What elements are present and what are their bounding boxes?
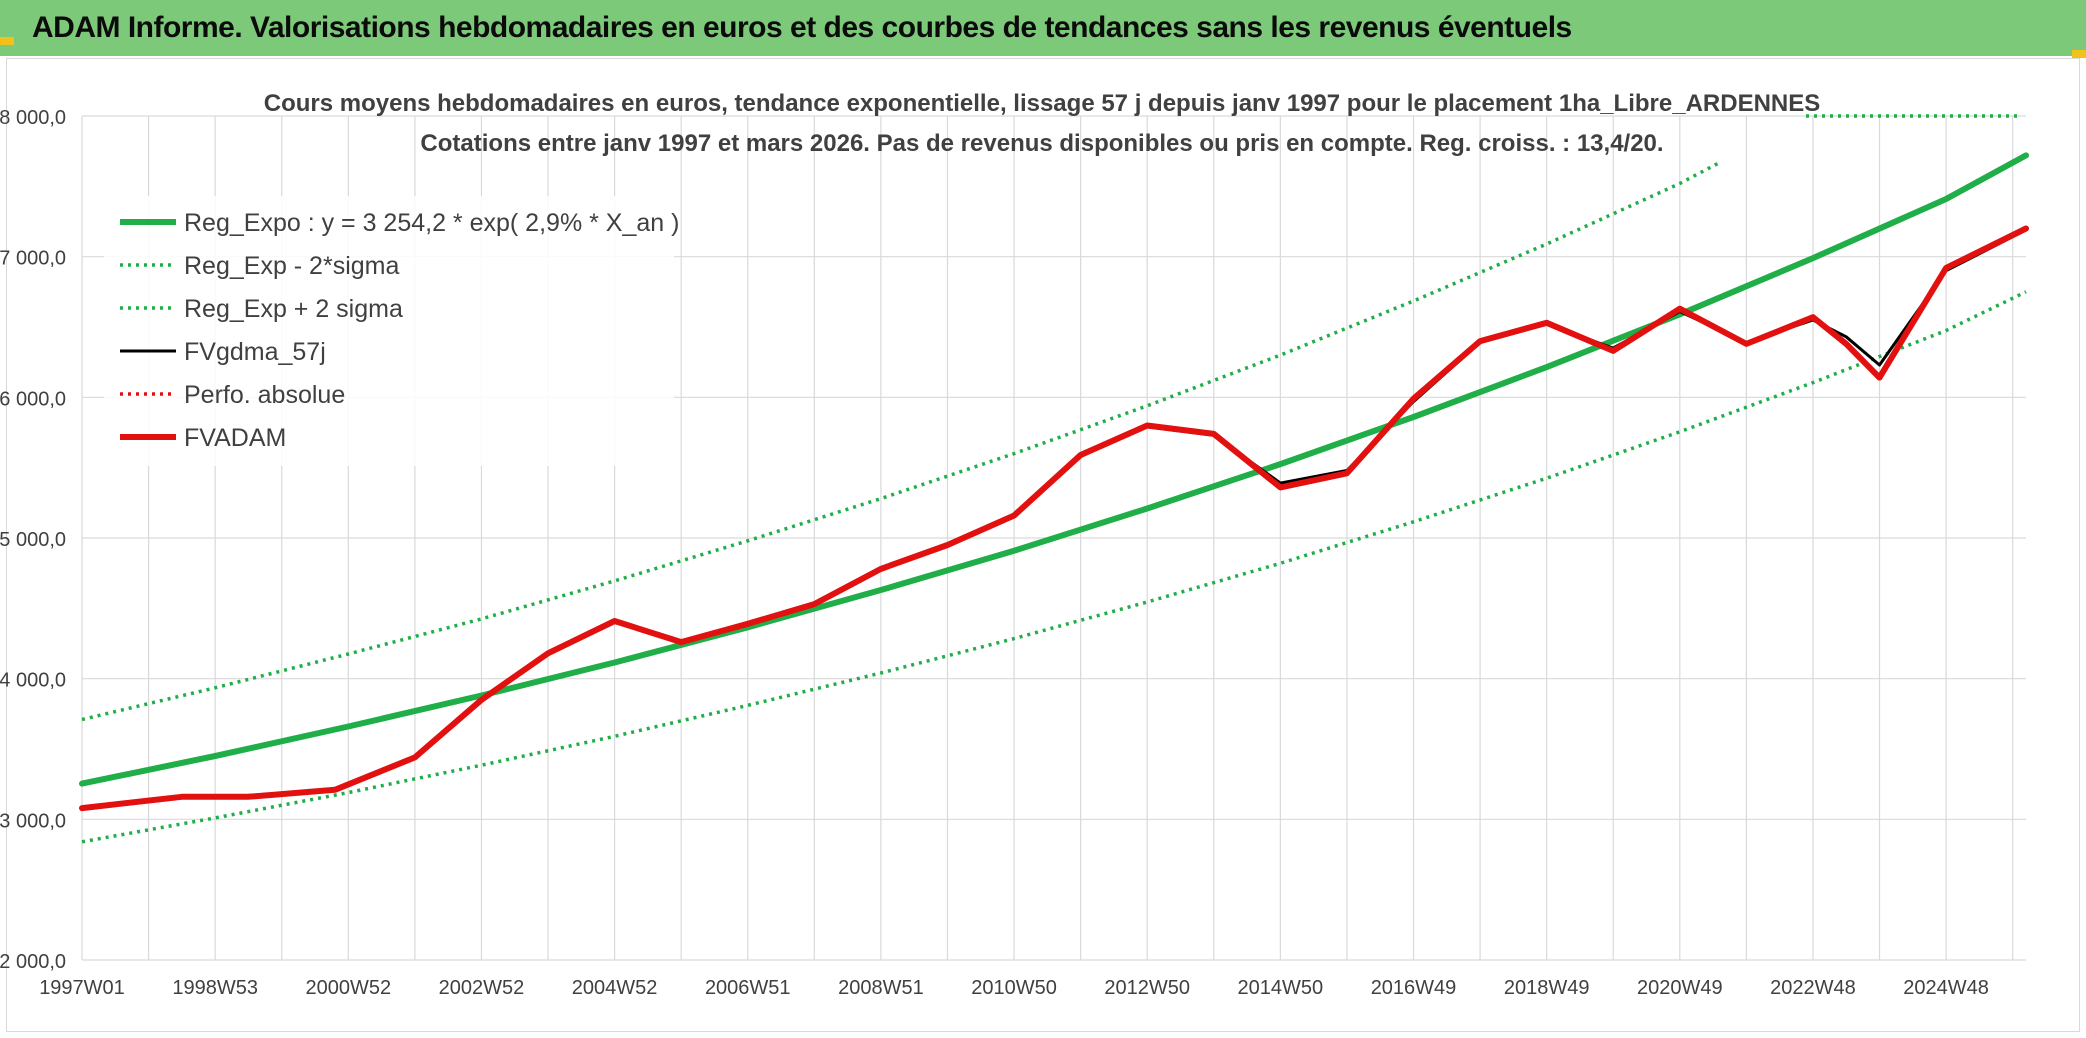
chart-titles: Cours moyens hebdomadaires en euros, ten… (264, 90, 1821, 157)
y-tick-label: 2 000,0 (0, 951, 66, 973)
corner-marker-top-right (2072, 50, 2086, 58)
y-tick-label: 3 000,0 (0, 810, 66, 832)
series-line-2 (81, 160, 1721, 722)
y-tick-label: 8 000,0 (0, 107, 66, 129)
legend: Reg_Expo : y = 3 254,2 * exp( 2,9% * X_a… (104, 196, 679, 466)
x-tick-label: 1997W01 (39, 977, 125, 999)
banner-title: ADAM Informe. Valorisations hebdomadaire… (32, 11, 1572, 44)
x-tick-label: 2014W50 (1238, 977, 1324, 999)
x-tick-label: 2002W52 (439, 977, 525, 999)
title-banner: ADAM Informe. Valorisations hebdomadaire… (0, 0, 2086, 56)
corner-marker-top-left (0, 37, 14, 45)
x-tick-label: 2024W48 (1903, 977, 1989, 999)
x-tick-label: 1998W53 (172, 977, 258, 999)
chart-frame (6, 58, 2080, 1032)
x-tick-label: 2004W52 (572, 977, 658, 999)
x-tick-label: 2000W52 (305, 977, 391, 999)
legend-label: FVADAM (184, 424, 286, 452)
legend-label: Reg_Exp + 2 sigma (184, 295, 403, 323)
legend-label: Reg_Exp - 2*sigma (184, 252, 399, 280)
axes: 2 000,0 3 000,0 4 000,0 5 000,0 6 000,0 7 000… (0, 107, 1989, 999)
series-line-1 (81, 290, 2027, 844)
series-layer (79, 114, 2029, 844)
x-tick-label: 2020W49 (1637, 977, 1723, 999)
x-tick-label: 2006W51 (705, 977, 791, 999)
chart-title: Cours moyens hebdomadaires en euros, ten… (264, 90, 1821, 117)
x-tick-label: 2008W51 (838, 977, 924, 999)
legend-label: Perfo. absolue (184, 381, 345, 409)
x-tick-label: 2010W50 (971, 977, 1057, 999)
legend-background (104, 196, 674, 466)
x-tick-label: 2022W48 (1770, 977, 1856, 999)
series-line-5 (79, 225, 2029, 812)
legend-label: FVgdma_57j (184, 338, 326, 366)
x-tick-label: 2018W49 (1504, 977, 1590, 999)
y-tick-label: 7 000,0 (0, 248, 66, 270)
y-tick-label: 6 000,0 (0, 388, 66, 410)
legend-label: Reg_Expo : y = 3 254,2 * exp( 2,9% * X_a… (184, 209, 679, 237)
chart-subtitle: Cotations entre janv 1997 et mars 2026. … (420, 130, 1663, 157)
y-tick-label: 5 000,0 (0, 529, 66, 551)
series-line-0 (79, 152, 2029, 787)
x-tick-label: 2016W49 (1371, 977, 1457, 999)
y-tick-label: 4 000,0 (0, 670, 66, 692)
x-tick-label: 2012W50 (1104, 977, 1190, 999)
